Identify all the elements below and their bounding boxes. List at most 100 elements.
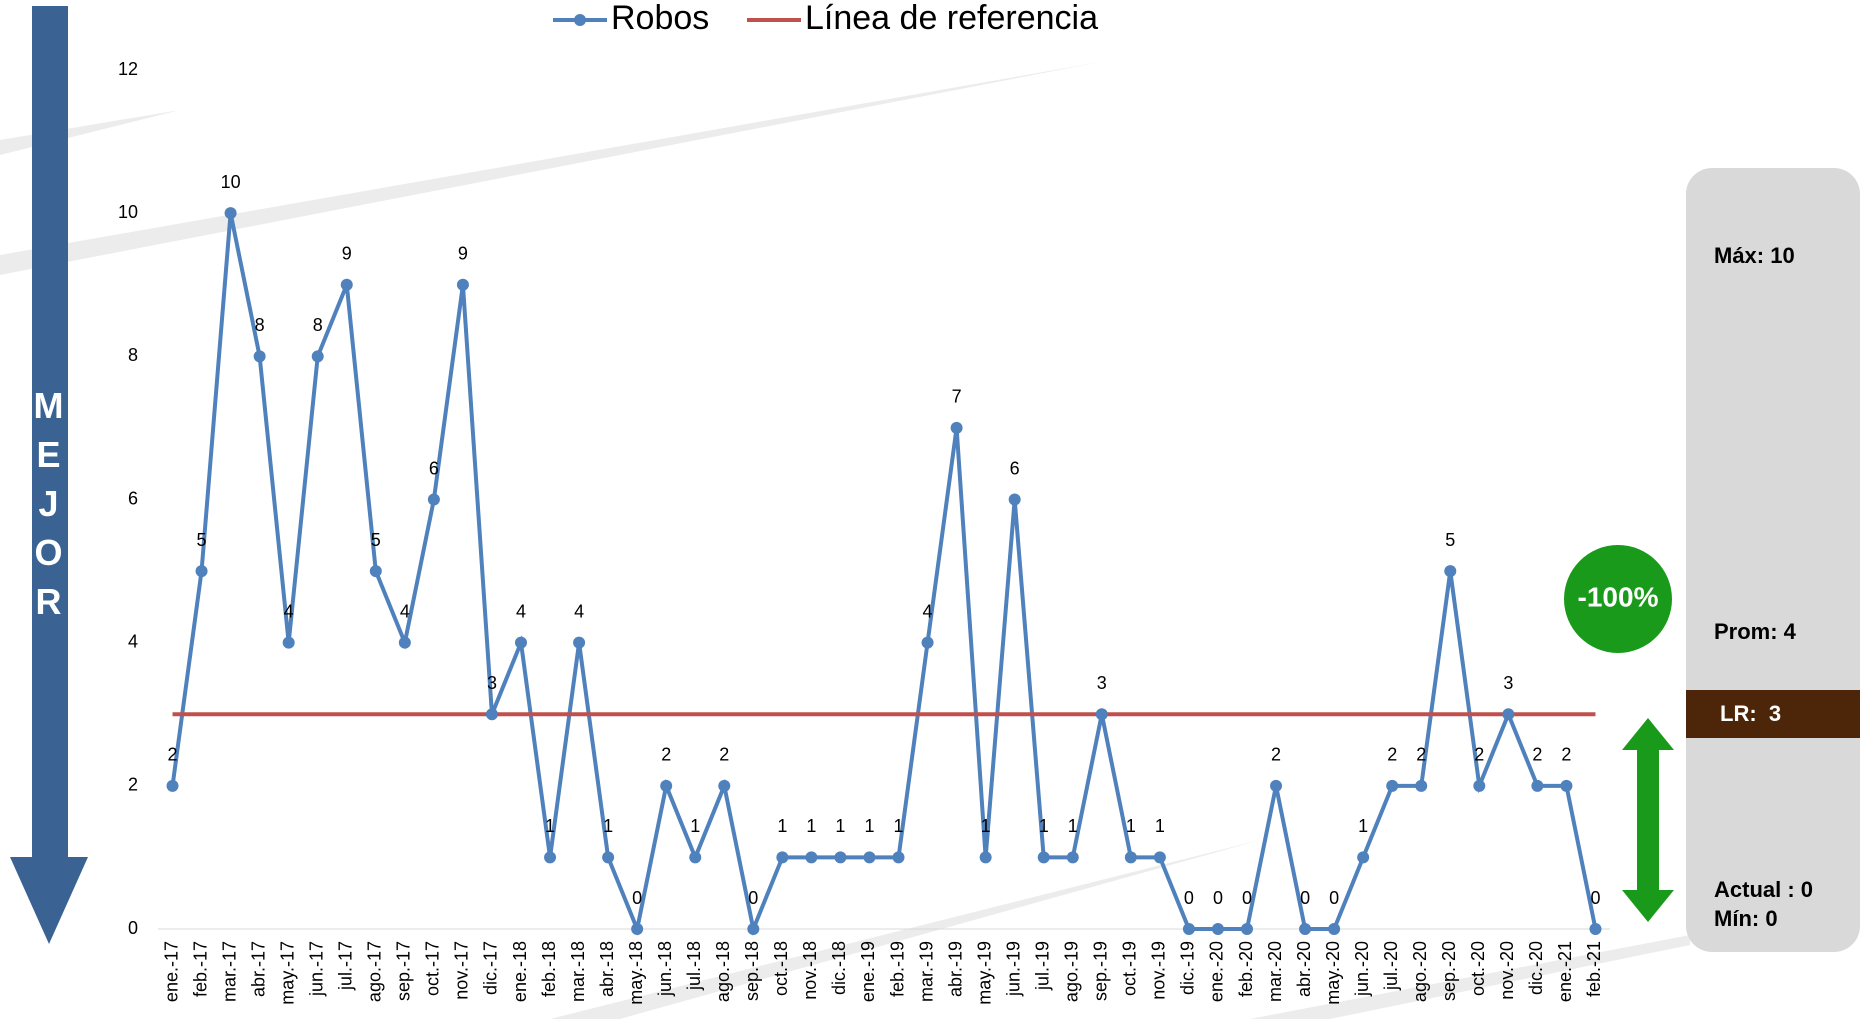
y-tick-label: 0 [128, 918, 138, 938]
point [979, 851, 992, 864]
point [1328, 923, 1341, 935]
y-tick-label: 2 [128, 775, 138, 795]
data-label: 3 [1503, 673, 1513, 693]
x-tick-label: oct.-17 [423, 941, 443, 996]
legend-label: Robos [611, 0, 709, 37]
x-tick-label: may.-18 [626, 941, 646, 1005]
x-tick-label: jul.-19 [1032, 941, 1052, 991]
point [1589, 923, 1602, 935]
point [631, 923, 644, 935]
y-tick-label: 6 [128, 488, 138, 508]
x-tick-label: dic.-19 [1178, 941, 1198, 995]
x-tick-label: sep.-17 [394, 941, 414, 1001]
x-tick-label: feb.-19 [887, 941, 907, 997]
point [282, 636, 295, 649]
data-label: 8 [313, 315, 323, 335]
x-tick-label: ago.-19 [1062, 941, 1082, 1002]
x-tick-label: ene.-19 [858, 941, 878, 1002]
x-tick-label: jun.-20 [1352, 941, 1372, 997]
point [1473, 779, 1486, 792]
series-line [170, 212, 1598, 936]
stats-panel [1686, 168, 1860, 952]
x-tick-label: ago.-20 [1410, 941, 1430, 1002]
point [1241, 923, 1253, 935]
point [1444, 565, 1457, 578]
point [1095, 708, 1108, 721]
data-label: 9 [458, 244, 468, 264]
x-tick-label: oct.-18 [771, 941, 791, 996]
x-tick-label: sep.-20 [1439, 941, 1459, 1001]
data-label: 8 [255, 315, 265, 335]
point [1299, 923, 1312, 935]
data-label: 5 [371, 530, 381, 550]
legend-marker [574, 14, 586, 26]
change-label: -100% [1578, 581, 1659, 612]
point [834, 851, 847, 864]
data-label: 1 [1039, 816, 1049, 836]
point [602, 851, 615, 864]
data-label: 1 [777, 816, 787, 836]
side-arrow [10, 6, 88, 944]
point [950, 421, 963, 434]
data-label: 6 [429, 458, 439, 478]
x-tick-label: abr.-20 [1294, 941, 1314, 997]
data-label: 1 [894, 816, 904, 836]
x-tick-label: sep.-19 [1091, 941, 1111, 1001]
y-tick-label: 10 [118, 202, 138, 222]
point [805, 851, 818, 864]
x-tick-label: feb.-20 [1236, 941, 1256, 997]
ref-label: LR: 3 [1720, 701, 1781, 726]
data-label: 0 [632, 888, 642, 908]
point [398, 636, 411, 649]
point [689, 851, 702, 864]
x-tick-label: jun.-19 [1003, 941, 1023, 997]
data-label: 0 [1329, 888, 1339, 908]
point [747, 923, 760, 935]
point [1037, 851, 1050, 864]
x-tick-label: jul.-20 [1381, 941, 1401, 991]
data-label: 1 [1126, 816, 1136, 836]
point [1211, 923, 1224, 935]
point [195, 565, 208, 578]
data-label: 5 [197, 530, 207, 550]
avg-label: Prom: 4 [1714, 619, 1797, 644]
data-label: 1 [603, 816, 613, 836]
data-label: 1 [1155, 816, 1165, 836]
data-label: 7 [952, 387, 962, 407]
x-tick-label: dic.-18 [829, 941, 849, 995]
data-label: 1 [864, 816, 874, 836]
current-label: Actual : 0 [1714, 877, 1813, 902]
point [718, 779, 731, 792]
x-tick-label: oct.-20 [1468, 941, 1488, 996]
data-label: 2 [168, 745, 178, 765]
point [515, 636, 527, 649]
x-tick-label: ene.-18 [510, 941, 530, 1002]
point [1182, 923, 1195, 935]
data-label: 5 [1445, 530, 1455, 550]
x-tick-label: may.-17 [277, 941, 297, 1005]
x-tick-label: ene.-17 [161, 941, 181, 1002]
point [1008, 493, 1021, 506]
data-label: 2 [1561, 745, 1571, 765]
x-tick-label: nov.-19 [1149, 941, 1169, 1000]
data-label: 0 [1590, 888, 1600, 908]
x-tick-label: ene.-20 [1207, 941, 1227, 1002]
x-tick-label: dic.-20 [1526, 941, 1546, 995]
data-label: 10 [221, 172, 241, 192]
data-label: 6 [1010, 458, 1020, 478]
x-tick-label: jun.-17 [306, 941, 326, 997]
x-tick-label: mar.-19 [916, 941, 936, 1002]
data-label: 4 [574, 601, 584, 621]
y-tick-label: 8 [128, 345, 138, 365]
x-tick-label: oct.-19 [1120, 941, 1140, 996]
data-label: 1 [981, 816, 991, 836]
point [369, 565, 382, 578]
point [544, 851, 557, 864]
x-tick-label: abr.-17 [248, 941, 268, 997]
x-tick-label: ago.-18 [713, 941, 733, 1002]
data-label: 2 [661, 745, 671, 765]
data-label: 1 [1358, 816, 1368, 836]
x-tick-label: ene.-21 [1555, 941, 1575, 1002]
point [1153, 851, 1166, 864]
